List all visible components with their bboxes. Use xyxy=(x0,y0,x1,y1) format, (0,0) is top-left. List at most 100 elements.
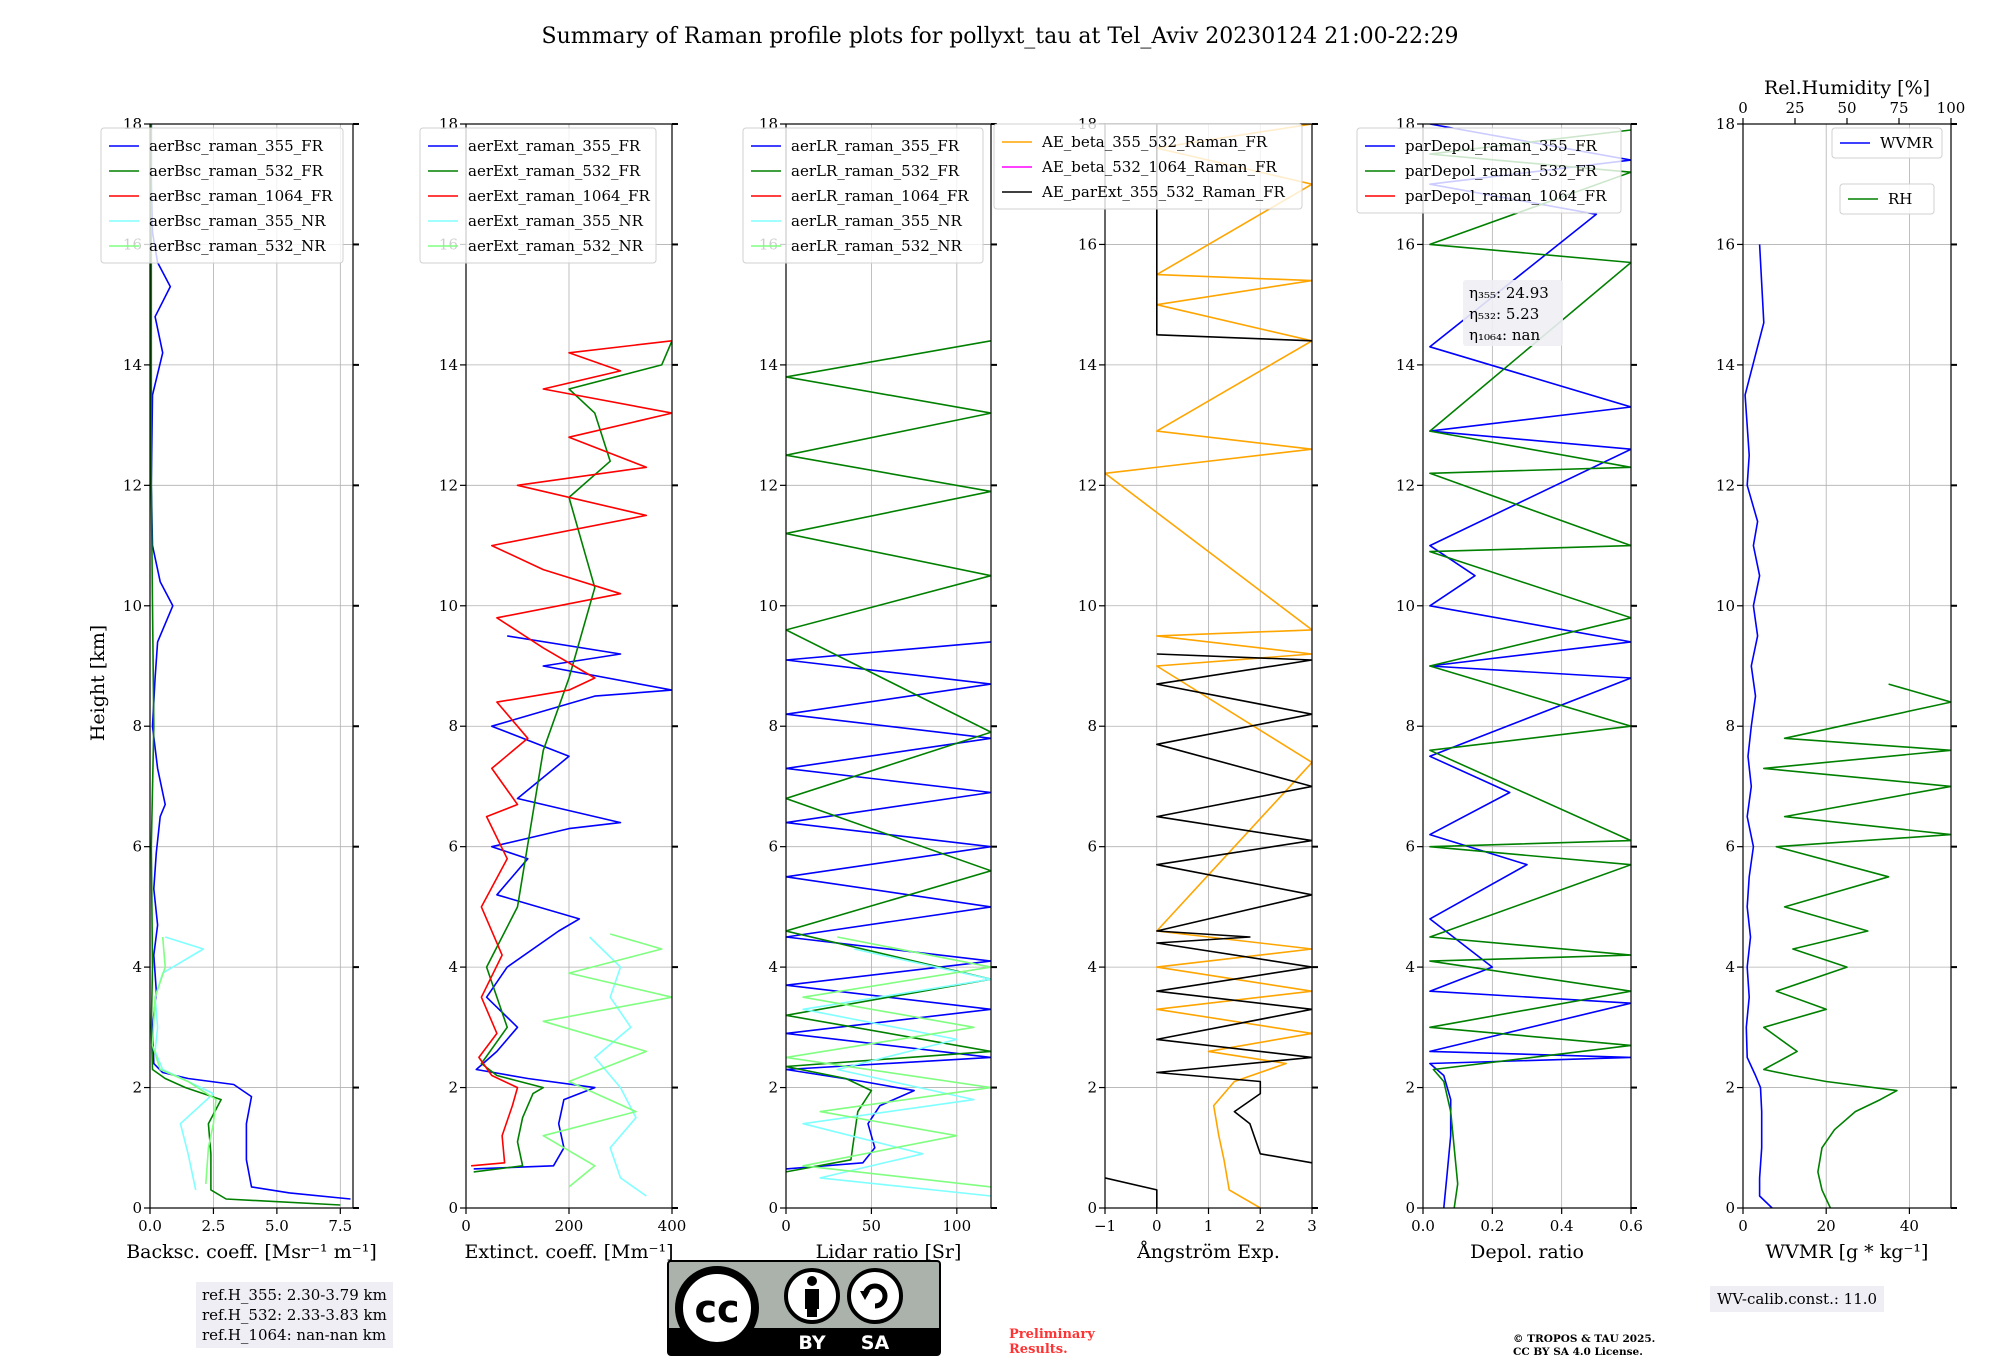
top-tick-label-1: 25 xyxy=(1785,99,1804,117)
series-depol-pardepol-raman-355-fr-0 xyxy=(1429,124,1631,1208)
cc-by-sa-badge: cc BY SA xyxy=(667,1260,941,1356)
ytick-label-bsc-3: 6 xyxy=(132,838,142,856)
ytick-label-bsc-5: 10 xyxy=(123,597,142,615)
top-tick-label-2: 50 xyxy=(1837,99,1856,117)
ytick-label-lr-5: 10 xyxy=(759,597,778,615)
series-depol-pardepol-raman-532-fr-1 xyxy=(1429,129,1631,1208)
ytick-label-wv-3: 6 xyxy=(1725,838,1735,856)
series-ext-aerext-raman-532-nr-4 xyxy=(542,933,672,1188)
copyright-note: © TROPOS & TAU 2025. CC BY SA 4.0 Licens… xyxy=(1513,1333,1655,1359)
legend-label-lr-0: aerLR_raman_355_FR xyxy=(791,137,960,155)
series-group-lr xyxy=(786,340,991,1197)
legend-depol[interactable]: parDepol_raman_355_FR parDepol_raman_532_… xyxy=(1356,127,1622,214)
share-alike-icon xyxy=(847,1268,903,1324)
legend-ext[interactable]: aerExt_raman_355_FR aerExt_raman_532_FRae… xyxy=(419,127,657,264)
legend-label-ext-4: aerExt_raman_532_NR xyxy=(468,237,644,255)
xlabel-lr: Lidar ratio [Sr] xyxy=(816,1241,962,1263)
xtick-label-wv-1: 20 xyxy=(1817,1217,1836,1235)
frame-wv xyxy=(1742,123,1952,1209)
series-ext-aerext-raman-355-nr-3 xyxy=(589,936,647,1197)
legend-label-depol-1: parDepol_raman_532_FR xyxy=(1405,162,1598,180)
legend-label-wv-0: WVMR xyxy=(1880,134,1934,152)
ytick-label-bsc-1: 2 xyxy=(132,1079,142,1097)
ytick-label-ext-6: 12 xyxy=(439,476,458,494)
series-bsc-aerbsc-raman-355-fr-0 xyxy=(150,124,351,1200)
legend-label-bsc-4: aerBsc_raman_532_NR xyxy=(149,237,326,255)
legend-box-bsc xyxy=(100,127,344,264)
legend-label-lr-3: aerLR_raman_355_NR xyxy=(791,212,962,230)
legend-label-ext-3: aerExt_raman_355_NR xyxy=(468,212,644,230)
ref-height-1064: ref.H_1064: nan-nan km xyxy=(202,1326,387,1344)
legend-box-ext xyxy=(419,127,657,264)
legend-label-bsc-1: aerBsc_raman_532_FR xyxy=(149,162,324,180)
ytick-label-wv-8: 16 xyxy=(1716,235,1735,253)
xlabel-wv: WVMR [g * kg⁻¹] xyxy=(1766,1241,1929,1263)
series-group-bsc xyxy=(150,124,351,1206)
xtick-label-ext-0: 0 xyxy=(461,1217,471,1235)
series-bsc-aerbsc-raman-532-fr-1 xyxy=(150,124,341,1206)
attribution-person-icon xyxy=(784,1268,840,1324)
series-ae-ae-parext-355-532-raman-fr-2 xyxy=(1156,653,1312,1164)
xtick-label-lr-1: 50 xyxy=(862,1217,881,1235)
ytick-label-lr-3: 6 xyxy=(768,838,778,856)
ytick-label-lr-0: 0 xyxy=(768,1199,778,1217)
xtick-label-ae-0: −1 xyxy=(1094,1217,1116,1235)
legend-bsc[interactable]: aerBsc_raman_355_FR aerBsc_raman_532_FRae… xyxy=(100,127,344,264)
xtick-label-lr-0: 0 xyxy=(781,1217,791,1235)
ytick-label-ae-2: 4 xyxy=(1087,958,1097,976)
xtick-label-depol-1: 0.2 xyxy=(1480,1217,1504,1235)
xtick-label-ext-1: 200 xyxy=(555,1217,584,1235)
ytick-label-depol-1: 2 xyxy=(1405,1079,1415,1097)
series-ext-aerext-raman-355-fr-0 xyxy=(473,635,672,1170)
wv-calibration-constant: WV-calib.const.: 11.0 xyxy=(1717,1290,1878,1308)
ytick-label-depol-4: 8 xyxy=(1405,717,1415,735)
legend-ae[interactable]: AE_beta_355_532_Raman_FR AE_beta_532_1064… xyxy=(993,123,1303,210)
eta-annotation-line-2: η₁₀₆₄: nan xyxy=(1469,326,1540,344)
ytick-label-ae-3: 6 xyxy=(1087,838,1097,856)
ytick-label-lr-2: 4 xyxy=(768,958,778,976)
ytick-label-ext-4: 8 xyxy=(448,717,458,735)
svg-text:cc: cc xyxy=(694,1287,739,1331)
ytick-label-depol-7: 14 xyxy=(1396,356,1415,374)
badge-by-label: BY xyxy=(798,1332,825,1354)
xlabel-bsc: Backsc. coeff. [Msr⁻¹ m⁻¹] xyxy=(126,1241,377,1263)
xlabel-depol: Depol. ratio xyxy=(1470,1241,1584,1263)
legend-lr[interactable]: aerLR_raman_355_FR aerLR_raman_532_FR aerL… xyxy=(742,127,984,264)
copyright-line-2: CC BY SA 4.0 License. xyxy=(1513,1346,1643,1358)
ytick-label-wv-0: 0 xyxy=(1725,1199,1735,1217)
preliminary-line-1: Preliminary xyxy=(1009,1327,1095,1342)
frame-lr xyxy=(785,123,992,1209)
ytick-label-ae-4: 8 xyxy=(1087,717,1097,735)
ytick-label-lr-6: 12 xyxy=(759,476,778,494)
ytick-label-wv-9: 18 xyxy=(1716,115,1735,133)
cc-icon: cc xyxy=(675,1266,759,1350)
eta-annotation-box xyxy=(1463,280,1563,346)
legend-label-ext-1: aerExt_raman_532_FR xyxy=(468,162,641,180)
xtick-label-bsc-1: 2.5 xyxy=(202,1217,226,1235)
ytick-label-ext-3: 6 xyxy=(448,838,458,856)
legend-box-depol xyxy=(1356,127,1622,214)
ytick-label-wv-1: 2 xyxy=(1725,1079,1735,1097)
legend-label-lr-4: aerLR_raman_532_NR xyxy=(791,237,962,255)
wv-calibration-box: WV-calib.const.: 11.0 xyxy=(1710,1286,1885,1312)
xtick-label-bsc-3: 7.5 xyxy=(328,1217,352,1235)
legend-label-ext-0: aerExt_raman_355_FR xyxy=(468,137,641,155)
series-group-wv xyxy=(1744,244,1951,1208)
figure-title: Summary of Raman profile plots for polly… xyxy=(542,24,1459,49)
legend-label-lr-2: aerLR_raman_1064_FR xyxy=(791,187,969,205)
xtick-label-bsc-0: 0.0 xyxy=(138,1217,162,1235)
series-group-depol xyxy=(1429,124,1631,1208)
xlabel-ext: Extinct. coeff. [Mm⁻¹] xyxy=(464,1241,673,1263)
ytick-label-depol-3: 6 xyxy=(1405,838,1415,856)
series-lr-aerlr-raman-532-fr-1 xyxy=(786,340,991,1173)
legend-wv[interactable]: WVMR RH xyxy=(1831,127,1943,215)
panel-ext: 0246810121416180200400Extinct. coeff. [M… xyxy=(419,115,686,1263)
legend-label-bsc-3: aerBsc_raman_355_NR xyxy=(149,212,326,230)
ytick-label-depol-0: 0 xyxy=(1405,1199,1415,1217)
xtick-label-wv-0: 0 xyxy=(1738,1217,1748,1235)
eta-annotation: η₃₅₅: 24.93 η₅₃₂: 5.23 η₁₀₆₄: nan xyxy=(1463,280,1563,346)
legend-label-bsc-0: aerBsc_raman_355_FR xyxy=(149,137,324,155)
